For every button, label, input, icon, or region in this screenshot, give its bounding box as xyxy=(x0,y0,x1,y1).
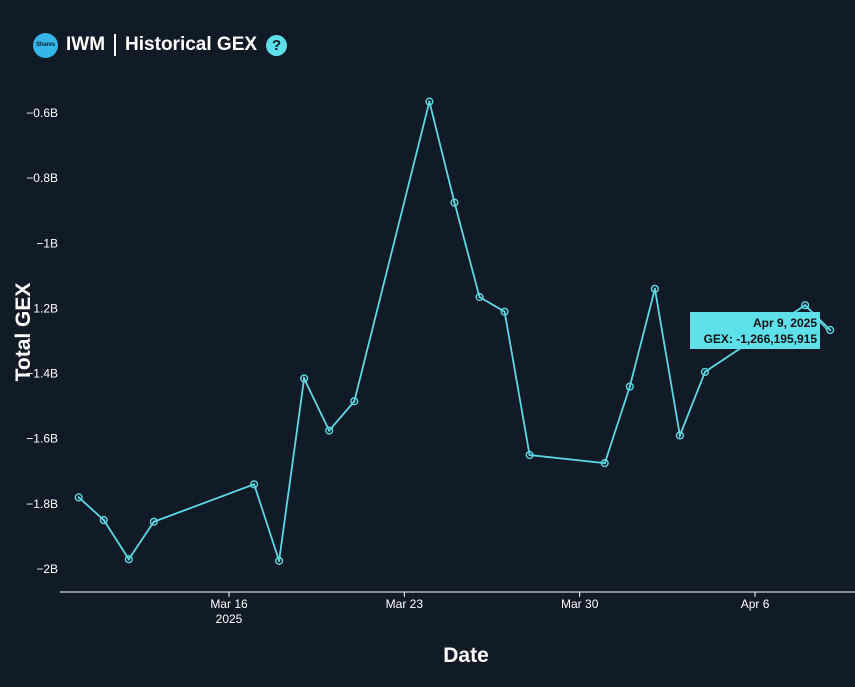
data-point-center xyxy=(428,100,431,103)
data-point[interactable] xyxy=(450,198,459,207)
data-point[interactable] xyxy=(675,431,685,440)
chart-header: Shares IWM Historical GEX ? xyxy=(33,32,288,58)
x-tick-year-label: 2025 xyxy=(216,612,243,626)
y-axis: −0.6B −0.8B −1B 1.2B −1.4B −1.6B −1.8B −2B xyxy=(26,106,58,576)
x-tick-label: Mar 23 xyxy=(386,597,424,611)
data-point[interactable] xyxy=(600,459,609,468)
data-point[interactable] xyxy=(525,450,534,460)
data-point-center xyxy=(453,201,456,204)
data-point[interactable] xyxy=(325,426,334,435)
data-point[interactable] xyxy=(801,301,810,310)
data-point[interactable] xyxy=(124,555,133,564)
data-point-center xyxy=(252,483,256,486)
data-point[interactable] xyxy=(650,284,659,293)
data-point-center xyxy=(829,328,832,332)
data-point-center xyxy=(528,453,531,457)
data-point[interactable] xyxy=(275,556,284,565)
data-point[interactable] xyxy=(625,382,634,391)
data-point[interactable] xyxy=(149,517,158,526)
data-point-center xyxy=(303,377,306,380)
data-point[interactable] xyxy=(475,292,484,302)
data-point-center xyxy=(127,558,130,561)
data-point-center xyxy=(102,519,105,522)
y-tick-label: −2B xyxy=(36,562,58,576)
tooltip-box xyxy=(690,312,820,349)
page-title: Historical GEX xyxy=(125,34,258,55)
data-point[interactable] xyxy=(300,374,309,383)
y-tick-label: 1.2B xyxy=(33,301,58,315)
tooltip-date: Apr 9, 2025 xyxy=(753,316,817,330)
data-point-center xyxy=(328,429,331,432)
data-points xyxy=(74,97,835,565)
x-tick-label: Mar 16 xyxy=(210,597,248,611)
y-tick-label: −0.6B xyxy=(26,106,58,120)
y-tick-label: −0.8B xyxy=(26,171,58,185)
data-point[interactable] xyxy=(350,397,359,406)
data-point[interactable] xyxy=(249,480,259,489)
y-tick-label: −1B xyxy=(36,236,58,250)
hover-tooltip: Apr 9, 2025 GEX: -1,266,195,915 xyxy=(690,312,828,349)
x-tick-label: Apr 6 xyxy=(741,597,770,611)
data-point-center xyxy=(152,520,155,523)
y-tick-label: −1.4B xyxy=(26,367,58,381)
x-tick-label: Mar 30 xyxy=(561,597,599,611)
data-point-center xyxy=(353,400,356,403)
data-point-center xyxy=(804,304,807,307)
data-point-center xyxy=(678,434,682,437)
data-point-center xyxy=(628,385,631,388)
data-point[interactable] xyxy=(425,97,434,106)
data-point[interactable] xyxy=(99,516,108,525)
data-point-center xyxy=(278,559,281,562)
data-point[interactable] xyxy=(700,367,710,377)
tooltip-value: GEX: -1,266,195,915 xyxy=(704,332,818,346)
y-axis-title: Total GEX xyxy=(12,283,35,382)
tooltip-leader xyxy=(819,321,828,331)
data-point-center xyxy=(77,496,80,499)
y-tick-label: −1.8B xyxy=(26,497,58,511)
data-point[interactable] xyxy=(74,493,83,502)
brand-logo-icon: Shares xyxy=(33,32,58,58)
data-point-center xyxy=(478,295,481,299)
data-point-center xyxy=(703,370,707,374)
x-axis-title: Date xyxy=(443,644,489,667)
help-icon[interactable]: ? xyxy=(266,34,288,56)
data-point[interactable] xyxy=(500,307,509,316)
ticker-label: IWM xyxy=(66,34,106,55)
data-point-center xyxy=(503,310,506,313)
y-tick-label: −1.6B xyxy=(26,432,58,446)
data-point-center xyxy=(603,462,606,465)
data-point-center xyxy=(653,287,656,290)
title-separator xyxy=(114,34,117,56)
